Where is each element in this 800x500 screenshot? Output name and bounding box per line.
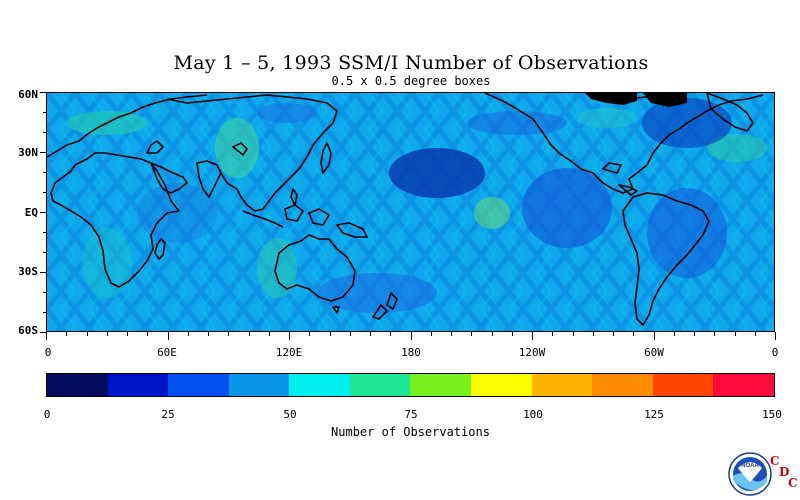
lon-tick xyxy=(208,332,209,336)
colorbar-label-25: 25 xyxy=(161,408,175,421)
colorbar-label-75: 75 xyxy=(404,408,418,421)
lon-tick xyxy=(593,332,594,336)
colorbar-segment xyxy=(289,374,350,396)
colorbar-segment xyxy=(107,374,169,396)
lon-tick xyxy=(309,332,310,336)
lat-tick xyxy=(40,152,46,153)
map-title: May 1 – 5, 1993 SSM/I Number of Observat… xyxy=(173,52,649,74)
lat-label-30n: 30N xyxy=(18,146,38,159)
lat-tick xyxy=(43,112,46,113)
lon-label-120w: 120W xyxy=(518,346,546,359)
lon-tick xyxy=(532,332,533,340)
lon-tick xyxy=(451,332,452,336)
lon-tick xyxy=(107,332,108,336)
cdc-letter-c: C xyxy=(770,454,780,468)
speckle-texture xyxy=(47,93,774,331)
coastlines xyxy=(47,93,764,326)
colorbar-label-50: 50 xyxy=(283,408,297,421)
lon-tick xyxy=(411,332,412,340)
colorbar-segment xyxy=(168,374,229,396)
lon-tick xyxy=(370,332,371,336)
colorbar-segment xyxy=(652,374,714,396)
lon-tick xyxy=(735,332,736,336)
colorbar-label-150: 150 xyxy=(762,408,782,421)
colorbar-label-100: 100 xyxy=(523,408,543,421)
lon-tick xyxy=(249,332,250,336)
colorbar-label-0: 0 xyxy=(43,408,51,421)
lon-tick xyxy=(512,332,513,336)
colorbar-segment xyxy=(47,374,108,396)
colorbar-segment xyxy=(713,374,774,396)
colorbar-segment xyxy=(531,374,593,396)
lon-tick xyxy=(188,332,189,336)
lat-tick xyxy=(43,252,46,253)
no-data-region xyxy=(643,93,687,107)
lon-tick xyxy=(127,332,128,336)
colorbar-label-125: 125 xyxy=(644,408,664,421)
lat-tick xyxy=(40,212,46,213)
lon-tick xyxy=(168,332,169,340)
lat-tick xyxy=(40,92,46,93)
lon-tick xyxy=(147,332,148,336)
lon-tick xyxy=(552,332,553,336)
no-data-region xyxy=(585,93,637,105)
lon-tick xyxy=(269,332,270,336)
lon-tick xyxy=(674,332,675,336)
noaa-logo-icon: NOAA xyxy=(728,452,772,496)
lon-tick xyxy=(350,332,351,336)
lat-tick xyxy=(43,312,46,313)
colorbar-segment xyxy=(349,374,411,396)
lat-label-30s: 30S xyxy=(18,265,38,278)
map-subtitle: 0.5 x 0.5 degree boxes xyxy=(331,74,491,88)
lon-label-120e: 120E xyxy=(275,346,303,359)
colorbar xyxy=(46,373,775,397)
cdc-letter-d: D xyxy=(779,465,790,479)
lat-tick xyxy=(40,332,46,333)
lon-tick xyxy=(573,332,574,336)
lon-tick xyxy=(492,332,493,336)
lon-tick xyxy=(46,332,47,340)
colorbar-segment xyxy=(410,374,472,396)
lat-tick xyxy=(43,232,46,233)
lon-tick xyxy=(775,332,776,340)
lon-tick xyxy=(228,332,229,336)
lat-tick xyxy=(43,192,46,193)
lon-tick xyxy=(714,332,715,336)
lat-label-60s: 60S xyxy=(18,324,38,337)
colorbar-title: Number of Observations xyxy=(331,425,490,439)
lon-tick xyxy=(613,332,614,336)
lon-tick xyxy=(755,332,756,336)
lat-label-60n: 60N xyxy=(18,88,38,101)
lon-label-60e: 60E xyxy=(157,346,177,359)
lon-tick xyxy=(431,332,432,336)
lat-tick xyxy=(40,272,46,273)
lon-tick xyxy=(694,332,695,336)
lon-tick xyxy=(390,332,391,336)
lat-tick xyxy=(43,292,46,293)
lat-tick xyxy=(43,132,46,133)
noaa-cdc-logo: NOAA C D C xyxy=(728,452,798,496)
lon-tick xyxy=(87,332,88,336)
lon-label-0: 0 xyxy=(44,346,52,359)
lat-label-eq: EQ xyxy=(24,206,38,219)
lon-tick xyxy=(66,332,67,336)
lon-tick xyxy=(330,332,331,336)
noaa-inner-text: NOAA xyxy=(741,463,759,469)
observation-map xyxy=(46,92,775,332)
lat-tick xyxy=(43,172,46,173)
lon-tick xyxy=(654,332,655,340)
colorbar-segment xyxy=(471,374,532,396)
lon-tick xyxy=(633,332,634,336)
lon-label-180: 180 xyxy=(401,346,421,359)
lon-label-60w: 60W xyxy=(644,346,664,359)
cdc-letter-c2: C xyxy=(788,476,798,490)
lon-label-0-end: 0 xyxy=(771,346,779,359)
colorbar-segment xyxy=(592,374,653,396)
lon-tick xyxy=(289,332,290,340)
lon-tick xyxy=(471,332,472,336)
colorbar-segment xyxy=(228,374,290,396)
